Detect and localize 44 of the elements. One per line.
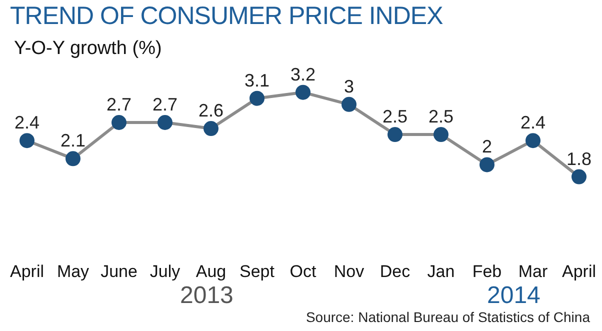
x-tick-label: Nov [334, 262, 365, 282]
point [20, 133, 34, 148]
data-label: 2.7 [106, 94, 132, 114]
x-tick-label: July [150, 262, 181, 282]
point [388, 127, 402, 142]
chart-title: TREND OF CONSUMER PRICE INDEX [10, 2, 443, 31]
point [296, 84, 310, 100]
data-label: 2.4 [520, 112, 546, 133]
text: 2013 [180, 282, 234, 310]
x-tick-label: Aug [196, 262, 226, 282]
data-label: 2.6 [198, 100, 224, 121]
data-label: 2.5 [428, 106, 454, 127]
x-tick-label: June [100, 262, 138, 282]
data-label: 3 [344, 76, 354, 96]
data-label: 2.5 [382, 106, 408, 127]
x-tick-label: Feb [472, 262, 502, 282]
data-label: 3.2 [290, 64, 316, 84]
y-axis-title: Y-O-Y growth (%) [14, 38, 162, 60]
point [66, 151, 80, 166]
x-tick-label: Dec [380, 262, 411, 282]
point [342, 96, 356, 112]
data-label: 3.1 [244, 70, 270, 90]
x-tick-label: Mar [518, 262, 548, 282]
point [250, 90, 264, 106]
point [112, 114, 126, 130]
data-label: 2 [482, 136, 492, 157]
text: 2014 [487, 282, 540, 310]
x-tick-label: Jan [427, 262, 455, 282]
data-label: 2.1 [60, 130, 86, 151]
x-tick-label: May [56, 262, 90, 282]
point [480, 157, 494, 172]
x-tick-label: April [10, 262, 44, 282]
x-tick-label: Oct [290, 262, 316, 282]
x-tick-label: Sept [240, 262, 275, 282]
data-label: 2.4 [14, 112, 40, 133]
point [526, 133, 540, 148]
data-label: 1.8 [566, 148, 592, 169]
x-tick-label: April [562, 262, 596, 282]
point [204, 121, 218, 136]
point [434, 127, 448, 142]
point [572, 169, 586, 184]
source-note: Source: National Bureau of Statistics of China [306, 309, 590, 325]
data-label: 2.7 [152, 94, 178, 114]
point [158, 114, 172, 130]
